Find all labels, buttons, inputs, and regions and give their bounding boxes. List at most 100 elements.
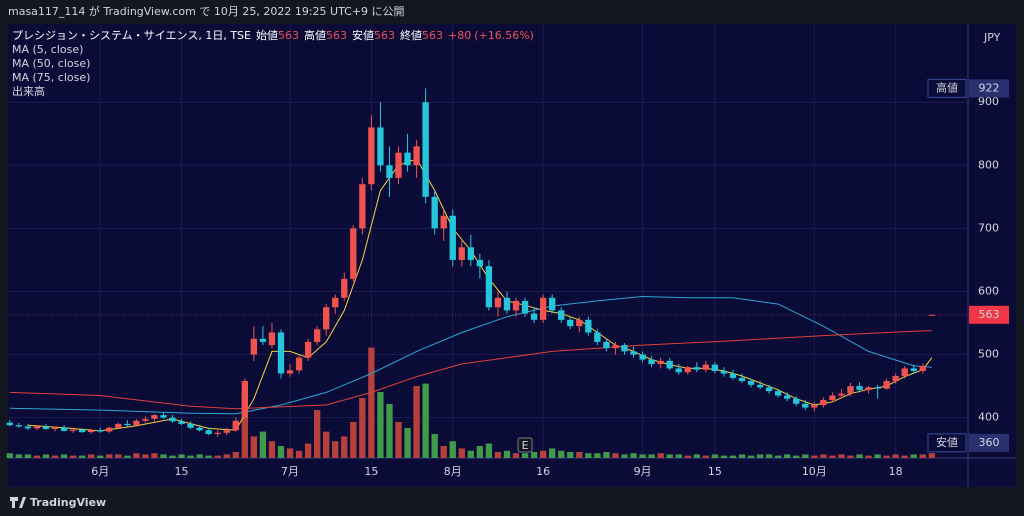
candle-body xyxy=(60,427,68,431)
candle-body xyxy=(729,373,737,378)
volume-bar xyxy=(467,450,474,458)
volume-bar xyxy=(142,454,149,458)
volume-bar xyxy=(775,455,782,458)
candle-body xyxy=(648,359,655,365)
candle-body xyxy=(404,152,411,166)
candle-body xyxy=(286,370,294,374)
candle-body xyxy=(42,426,50,429)
candle-body xyxy=(838,393,845,396)
candle-body xyxy=(69,429,77,431)
candle-body xyxy=(594,332,601,342)
candle-body xyxy=(241,381,248,418)
volume-bar xyxy=(304,443,312,458)
legend-line: プレシジョン・システム・サイエンス, 1日, TSE 始値563 高値563 安値56… xyxy=(12,28,534,42)
legend-entry: 出来高 xyxy=(12,84,45,98)
candle-body xyxy=(919,365,926,371)
x-tick-label: 9月 xyxy=(634,465,652,478)
volume-bar xyxy=(33,455,41,458)
candle-body xyxy=(223,430,230,433)
candle-body xyxy=(585,319,592,333)
volume-bar xyxy=(811,455,818,458)
candle-body xyxy=(756,384,764,388)
volume-bar xyxy=(15,454,23,458)
candle-body xyxy=(196,427,203,431)
legend-ohlc-value: 563 xyxy=(326,29,347,42)
price-tag-value-box xyxy=(969,79,1009,98)
volume-bar xyxy=(865,455,872,458)
volume-bar xyxy=(521,453,529,458)
legend-change: +80 xyxy=(448,29,471,42)
candle-body xyxy=(765,387,773,392)
candle-body xyxy=(612,345,619,349)
price-tag-label-box xyxy=(927,78,967,98)
volume-bar xyxy=(124,455,131,458)
volume-bar xyxy=(549,448,556,458)
volume-bar xyxy=(350,422,357,458)
volume-bar xyxy=(24,454,32,458)
legend-change-pct: (+16.56%) xyxy=(474,29,534,42)
volume-bar xyxy=(874,454,881,458)
volume-bar xyxy=(205,455,212,458)
candle-body xyxy=(901,368,908,376)
last-price-label: 563 xyxy=(979,308,1000,321)
volume-bar xyxy=(702,455,710,458)
x-tick-label: 8月 xyxy=(444,465,462,478)
volume-bar xyxy=(765,454,773,458)
volume-bar xyxy=(747,455,755,458)
candle-body xyxy=(847,386,854,394)
candle-body xyxy=(341,278,348,298)
candle-body xyxy=(567,319,574,327)
volume-bar xyxy=(359,398,366,458)
volume-bar xyxy=(476,446,484,458)
volume-bar xyxy=(223,454,230,458)
volume-bar xyxy=(422,383,429,458)
candle-body xyxy=(720,370,728,374)
volume-bar xyxy=(883,455,890,458)
x-tick-label: 7月 xyxy=(281,465,299,478)
volume-bar xyxy=(160,454,167,458)
candle-body xyxy=(467,247,474,260)
x-tick-label: 15 xyxy=(708,465,722,478)
volume-bar xyxy=(395,422,402,458)
candle-body xyxy=(865,387,872,390)
price-tag-label: 安値 xyxy=(936,435,958,449)
volume-bar xyxy=(268,441,276,458)
candle-body xyxy=(24,426,32,429)
volume-bar xyxy=(594,453,601,458)
volume-bar xyxy=(106,454,113,458)
x-tick-label: 10月 xyxy=(802,465,827,478)
legend-ohlc-value: 563 xyxy=(422,29,443,42)
candle-body xyxy=(151,415,158,419)
volume-bar xyxy=(214,455,221,458)
volume-bar xyxy=(675,454,682,458)
volume-bar xyxy=(802,454,809,458)
candle-body xyxy=(820,399,827,406)
candle-body xyxy=(811,405,818,408)
candle-body xyxy=(259,338,267,342)
candle-body xyxy=(558,310,565,320)
volume-bar xyxy=(919,454,926,458)
candle-body xyxy=(747,381,755,385)
volume-bar xyxy=(332,441,339,458)
volume-bar xyxy=(639,454,646,458)
price-tag-value: 360 xyxy=(979,436,1000,449)
x-tick-label: 15 xyxy=(175,465,189,478)
legend-ohlc-label: 高値 xyxy=(304,28,326,42)
candle-body xyxy=(142,418,149,421)
candle-body xyxy=(313,329,321,342)
y-tick-label: 500 xyxy=(978,348,999,361)
candle-body xyxy=(494,297,502,308)
volume-bar xyxy=(458,448,465,458)
volume-bar xyxy=(431,434,438,458)
volume-bar xyxy=(838,454,845,458)
volume-bar xyxy=(729,455,737,458)
candle-body xyxy=(106,427,113,432)
candle-body xyxy=(530,313,538,320)
volume-bar xyxy=(377,392,384,458)
candle-body xyxy=(856,386,863,390)
volume-bar xyxy=(241,392,248,458)
candle-body xyxy=(503,297,511,311)
legend-entry: MA (50, close) xyxy=(12,57,90,70)
volume-bar xyxy=(386,404,393,458)
candle-body xyxy=(422,102,429,197)
